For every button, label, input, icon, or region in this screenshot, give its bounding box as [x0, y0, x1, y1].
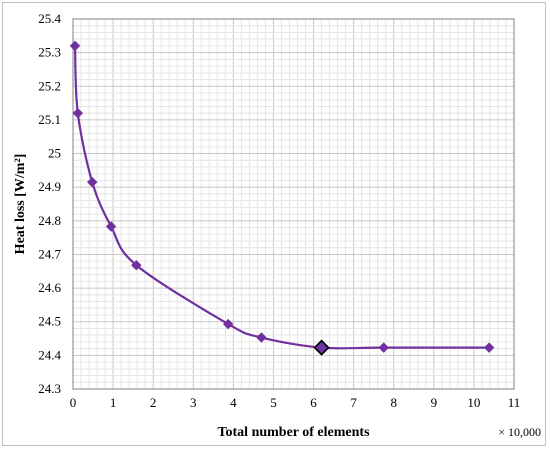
x-tick-label: 8	[390, 395, 397, 410]
series-line	[73, 45, 490, 350]
y-tick-label: 24.4	[38, 347, 61, 362]
y-tick-label: 24.9	[38, 179, 61, 194]
x-tick-labels: 0 1 2 3 4 5 6 7 8 9 10 11	[70, 395, 521, 410]
x-tick-label: 4	[230, 395, 237, 410]
y-tick-label: 24.6	[38, 280, 61, 295]
x-tick-label: 0	[70, 395, 77, 410]
y-tick-label: 25.4	[38, 11, 61, 26]
data-point	[483, 342, 495, 353]
x-tick-label: 1	[110, 395, 117, 410]
data-point	[256, 332, 267, 343]
x-tick-label: 2	[150, 395, 157, 410]
x-tick-label: 7	[350, 395, 357, 410]
data-point	[69, 40, 81, 52]
grid	[72, 18, 515, 390]
y-tick-label: 25.3	[38, 45, 61, 60]
data-point	[72, 107, 84, 119]
y-tick-label: 24.3	[38, 381, 61, 396]
data-point	[131, 260, 142, 271]
data-point	[105, 221, 117, 232]
x-tick-label: 9	[431, 395, 438, 410]
y-axis-title: Heat loss [W/m²]	[13, 154, 28, 255]
x-tick-label: 3	[190, 395, 197, 410]
data-point	[87, 176, 98, 188]
y-tick-label: 24.5	[38, 314, 61, 329]
x-tick-label: 11	[508, 395, 521, 410]
y-tick-label: 25	[48, 146, 61, 161]
y-tick-labels: 24.3 24.4 24.5 24.6 24.7 24.8 24.9 25 25.1 25.2 25…	[38, 11, 61, 396]
plot-area-border	[72, 18, 515, 390]
x-axis-multiplier: × 10,000	[498, 425, 541, 439]
y-tick-label: 24.8	[38, 213, 61, 228]
x-tick-label: 10	[467, 395, 480, 410]
x-tick-label: 6	[310, 395, 317, 410]
x-axis-title: Total number of elements	[217, 425, 370, 440]
x-tick-label: 5	[270, 395, 277, 410]
data-point	[222, 318, 234, 330]
y-tick-label: 24.7	[38, 246, 61, 261]
chart-frame	[2, 2, 546, 446]
series-markers	[69, 40, 495, 356]
y-tick-label: 25.2	[38, 78, 61, 93]
y-tick-label: 25.1	[38, 112, 61, 127]
data-point-highlighted	[313, 339, 330, 356]
data-point	[378, 342, 389, 353]
